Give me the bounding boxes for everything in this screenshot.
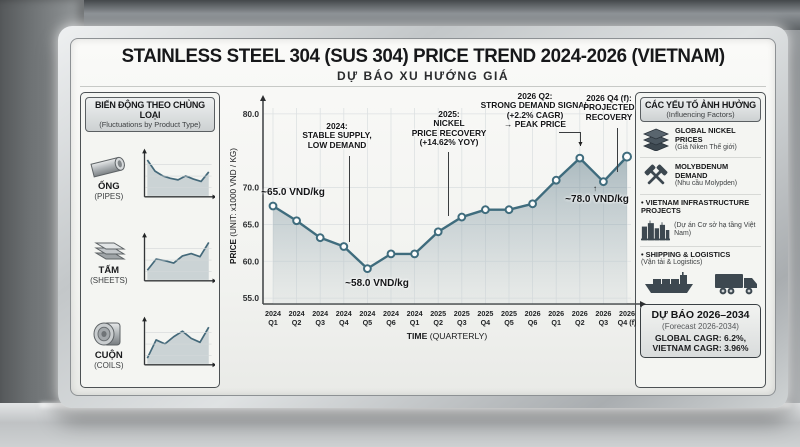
product-item-sheets: TẤM (SHEETS) [85, 223, 215, 300]
annotation-2026q4: 2026 Q4 (f): PROJECTED RECOVERY [583, 93, 635, 122]
product-item-pipes: ỐNG (PIPES) [85, 139, 215, 216]
factor-label: VIETNAM INFRASTRUCTURE PROJECTS [641, 197, 750, 216]
factor-sublabel: (Vận tải & Logistics) [641, 259, 703, 267]
svg-text:70.0: 70.0 [243, 183, 260, 193]
coil-icon [93, 322, 121, 346]
forecast-title: DỰ BÁO 2026–2034 [651, 308, 750, 321]
factors-panel-subtitle: (Influencing Factors) [666, 110, 735, 119]
product-label: ỐNG [97, 181, 120, 193]
metal-top-band [0, 0, 800, 30]
page-title: STAINLESS STEEL 304 (SUS 304) PRICE TREN… [121, 45, 725, 67]
annotation-start-price: ~65.0 VND/kg [261, 187, 325, 198]
crossed-hammers-icon [644, 164, 668, 184]
city-skyline-icon [641, 220, 671, 240]
product-sublabel: (SHEETS) [90, 276, 128, 285]
annotation-2025-line [448, 152, 449, 216]
annotation-2026q2: 2026 Q2: STRONG DEMAND SIGNAL (+2.2% CAG… [480, 91, 590, 130]
annotation-trough-price: ~58.0 VND/kg [345, 278, 409, 289]
annotation-projected-price: ~78.0 VND/kg [565, 194, 629, 205]
pipes-sparkline-chart [141, 148, 215, 200]
floor [0, 403, 800, 447]
svg-text:80.0: 80.0 [243, 109, 260, 119]
ship-icon [645, 271, 693, 293]
product-sublabel: (PIPES) [94, 192, 124, 202]
annotation-2024: 2024: STABLE SUPPLY, LOW DEMAND [302, 121, 372, 150]
pipe-icon [90, 157, 125, 178]
sheets-icon [94, 242, 126, 260]
product-panel-header: BIẾN ĐỘNG THEO CHỦNG LOẠI (Fluctuations … [85, 97, 215, 132]
forecast-vietnam-cagr: VIETNAM CAGR: 3.96% [652, 342, 749, 353]
annotation-2026q2-elbow [559, 132, 580, 133]
coils-sparkline-chart [141, 316, 215, 367]
page-subtitle: DỰ BÁO XU HƯỚNG GIÁ [337, 69, 509, 83]
bullet: • [641, 249, 644, 259]
content-row: BIẾN ĐỘNG THEO CHỦNG LOẠI (Fluctuations … [80, 91, 766, 388]
main-chart: 80.0 70.0 65.0 60.0 55.0 2024 Q1 2024 Q2 2024 Q3 20… [227, 91, 646, 378]
layers-icon [642, 128, 670, 152]
influencing-factors-panel: CÁC YẾU TỐ ẢNH HƯỞNG (Influencing Factor… [635, 92, 766, 388]
product-label: TẤM [98, 265, 120, 276]
factor-label: SHIPPING & LOGISTICS [645, 249, 731, 259]
bullet: • [641, 197, 644, 207]
down-arrow-icon: ▼ [577, 141, 584, 148]
title-block: STAINLESS STEEL 304 (SUS 304) PRICE TREN… [80, 45, 766, 87]
factors-panel-header: CÁC YẾU TỐ ẢNH HƯỞNG (Influencing Factor… [640, 97, 761, 122]
factor-sublabel: (Giá Niken Thế giới) [675, 144, 737, 152]
billboard-frame: STAINLESS STEEL 304 (SUS 304) PRICE TREN… [58, 26, 788, 408]
truck-icon [715, 273, 757, 295]
annotation-2025: 2025: NICKEL PRICE RECOVERY (+14.62% YOY… [411, 109, 487, 148]
up-arrow-icon: ↑ [593, 184, 597, 193]
product-sublabel: (COILS) [94, 360, 124, 370]
product-panel-title: BIẾN ĐỘNG THEO CHỦNG LOẠI [94, 100, 205, 120]
price-trend-plot: 80.0 70.0 65.0 60.0 55.0 2024 Q1 2024 Q2 2024 Q3 20… [229, 95, 646, 341]
sign-panel: STAINLESS STEEL 304 (SUS 304) PRICE TREN… [70, 38, 776, 396]
forecast-box: DỰ BÁO 2026–2034 (Forecast 2026-2034) GL… [640, 303, 761, 358]
product-type-panel: BIẾN ĐỘNG THEO CHỦNG LOẠI (Fluctuations … [80, 92, 220, 388]
product-item-coils: CUỘN (COILS) [85, 306, 215, 383]
annotation-2026q2-line [580, 132, 581, 146]
annotation-2024-line [349, 156, 350, 242]
factor-molybdenum-demand: MOLYBDENUM DEMAND (Nhu cầu Molypden) [640, 158, 761, 195]
annotation-2026q4-line [617, 128, 618, 172]
factor-label: GLOBAL NICKEL PRICES [675, 126, 736, 144]
sheets-sparkline-chart [141, 232, 215, 284]
forecast-subtitle: (Forecast 2026-2034) [662, 321, 739, 331]
svg-text:PRICE (UNIT: x1000 VND / KG): PRICE (UNIT: x1000 VND / KG) [229, 148, 238, 264]
factor-sublabel: (Dự án Cơ sở hạ tầng Việt Nam) [674, 222, 756, 237]
factor-shipping-logistics: • SHIPPING & LOGISTICS (Vận tải & Logist… [640, 247, 761, 300]
factor-sublabel: (Nhu cầu Molypden) [675, 180, 738, 188]
product-panel-subtitle: (Fluctuations by Product Type) [99, 120, 201, 129]
factor-label: MOLYBDENUM DEMAND [675, 162, 729, 180]
svg-text:60.0: 60.0 [243, 256, 260, 266]
factor-infrastructure: • VIETNAM INFRASTRUCTURE PROJECTS (D [640, 195, 761, 247]
forecast-global-cagr: GLOBAL CAGR: 6.2%, [654, 332, 747, 343]
factors-panel-title: CÁC YẾU TỐ ẢNH HƯỞNG [645, 100, 756, 110]
product-label: CUỘN [94, 349, 123, 361]
svg-text:65.0: 65.0 [243, 219, 260, 229]
svg-text:55.0: 55.0 [243, 293, 260, 303]
svg-text:TIME (QUARTERLY): TIME (QUARTERLY) [407, 331, 488, 341]
factor-nickel-prices: GLOBAL NICKEL PRICES (Giá Niken Thế giới… [640, 122, 761, 158]
